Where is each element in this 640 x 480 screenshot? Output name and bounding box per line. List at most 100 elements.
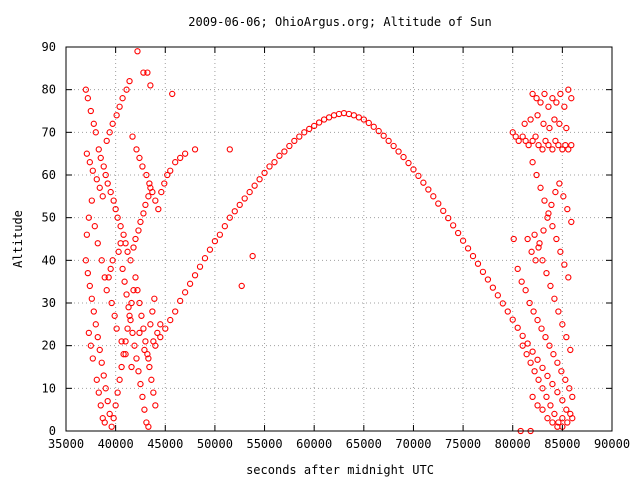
data-point <box>549 95 556 102</box>
data-point <box>325 114 333 121</box>
data-point <box>90 120 97 127</box>
data-point <box>545 210 552 217</box>
data-point <box>145 423 152 430</box>
data-point <box>552 188 559 196</box>
data-point <box>529 137 536 145</box>
data-point <box>186 280 194 287</box>
data-point <box>459 237 467 244</box>
data-point <box>105 274 112 281</box>
data-point <box>241 195 248 202</box>
data-point <box>140 325 147 332</box>
data-point <box>136 154 143 162</box>
data-point <box>522 137 529 145</box>
data-point <box>144 69 151 76</box>
data-point <box>98 359 105 366</box>
data-point <box>559 146 566 153</box>
data-point <box>103 137 110 145</box>
data-point <box>141 346 148 354</box>
data-point <box>518 278 525 285</box>
data-point <box>231 208 238 215</box>
data-point <box>301 129 308 136</box>
x-tick-label: 35000 <box>48 437 84 451</box>
data-point <box>107 188 114 196</box>
data-point <box>114 214 121 221</box>
data-point <box>135 227 142 234</box>
data-point <box>161 180 168 187</box>
data-point <box>104 397 111 405</box>
data-point <box>531 231 538 238</box>
data-point <box>515 137 522 145</box>
data-point <box>562 141 569 149</box>
data-point <box>124 325 131 332</box>
data-point <box>514 324 521 331</box>
data-point <box>216 231 224 238</box>
data-point <box>211 237 219 245</box>
data-point <box>545 103 552 110</box>
data-point <box>118 363 125 371</box>
data-point <box>360 116 367 123</box>
data-point <box>90 308 97 315</box>
data-point <box>557 90 564 98</box>
data-point <box>425 186 432 193</box>
plot-frame <box>65 46 613 432</box>
x-tick-label: 60000 <box>296 437 332 451</box>
y-tick-label: 40 <box>42 253 56 267</box>
data-point <box>519 332 526 340</box>
data-point <box>542 137 549 145</box>
axis-ticks: 35000 40000 45000 50000 55000 60000 65000 70000… <box>42 40 631 451</box>
data-point <box>551 410 558 418</box>
data-point <box>535 141 542 149</box>
data-point <box>553 99 560 106</box>
data-point <box>83 231 90 238</box>
data-point <box>93 176 100 183</box>
data-point <box>390 142 397 150</box>
data-point <box>101 274 108 281</box>
data-point <box>129 329 136 337</box>
data-point <box>113 112 120 119</box>
data-point <box>114 389 121 396</box>
data-point <box>99 193 106 200</box>
data-point <box>545 141 552 149</box>
data-point <box>539 385 546 392</box>
data-point <box>142 201 149 209</box>
data-point <box>206 246 214 253</box>
data-point <box>96 184 103 191</box>
data-point <box>565 146 572 153</box>
data-point <box>519 342 526 349</box>
data-point <box>445 214 452 222</box>
data-point <box>552 137 559 145</box>
data-point <box>134 48 141 55</box>
data-point <box>286 142 293 150</box>
data-point <box>539 257 546 264</box>
data-point <box>129 133 136 140</box>
data-point <box>127 316 134 324</box>
data-point <box>144 351 151 358</box>
data-point <box>568 218 575 226</box>
data-point <box>130 244 137 251</box>
data-point <box>566 385 573 392</box>
data-point <box>529 159 536 166</box>
data-point <box>311 122 318 130</box>
data-point <box>102 171 109 179</box>
data-point <box>525 141 532 149</box>
data-point <box>238 282 245 290</box>
data-point <box>355 114 363 121</box>
data-point <box>296 133 303 140</box>
data-point <box>528 248 535 255</box>
data-point <box>172 308 179 315</box>
data-point <box>512 133 519 140</box>
y-tick-label: 0 <box>49 424 56 438</box>
data-point <box>101 419 108 426</box>
data-point <box>108 423 115 430</box>
data-point <box>164 171 171 179</box>
data-point <box>539 406 546 413</box>
data-point <box>116 103 123 110</box>
data-point <box>561 261 568 268</box>
data-point <box>136 299 143 307</box>
x-tick-label: 85000 <box>544 437 580 451</box>
data-point <box>147 321 154 328</box>
data-point <box>87 342 94 349</box>
data-point <box>548 201 555 209</box>
data-point <box>555 308 562 315</box>
